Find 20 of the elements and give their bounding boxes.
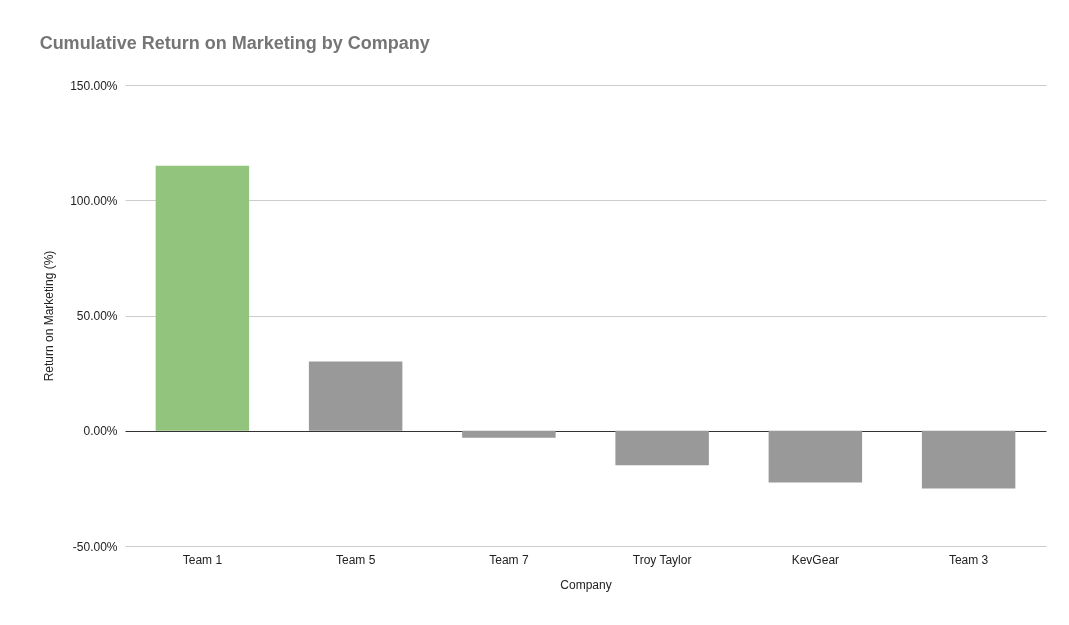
x-tick-label: KevGear [791, 552, 840, 567]
y-tick-label: 0.00% [83, 424, 118, 439]
bar [308, 361, 403, 431]
bar [462, 430, 556, 438]
bar [615, 430, 709, 466]
y-axis-title: Return on Marketing (%) [42, 250, 57, 382]
bar [921, 430, 1016, 489]
x-tick-label: Team 7 [489, 552, 529, 567]
x-tick-label: Troy Taylor [632, 552, 692, 567]
bar [155, 165, 250, 431]
y-tick-label: 50.00% [76, 309, 118, 323]
x-tick-label: Team 3 [948, 552, 989, 567]
x-axis-title: Company [560, 577, 612, 592]
chart-title: Cumulative Return on Marketing by Company [39, 33, 430, 53]
y-tick-label: 150.00% [70, 78, 118, 93]
y-tick-label: 100.00% [70, 193, 118, 208]
x-tick-label: Team 5 [335, 552, 376, 567]
bar [768, 430, 863, 483]
x-tick-label: Team 1 [182, 552, 223, 567]
y-tick-label: -50.00% [72, 539, 118, 554]
